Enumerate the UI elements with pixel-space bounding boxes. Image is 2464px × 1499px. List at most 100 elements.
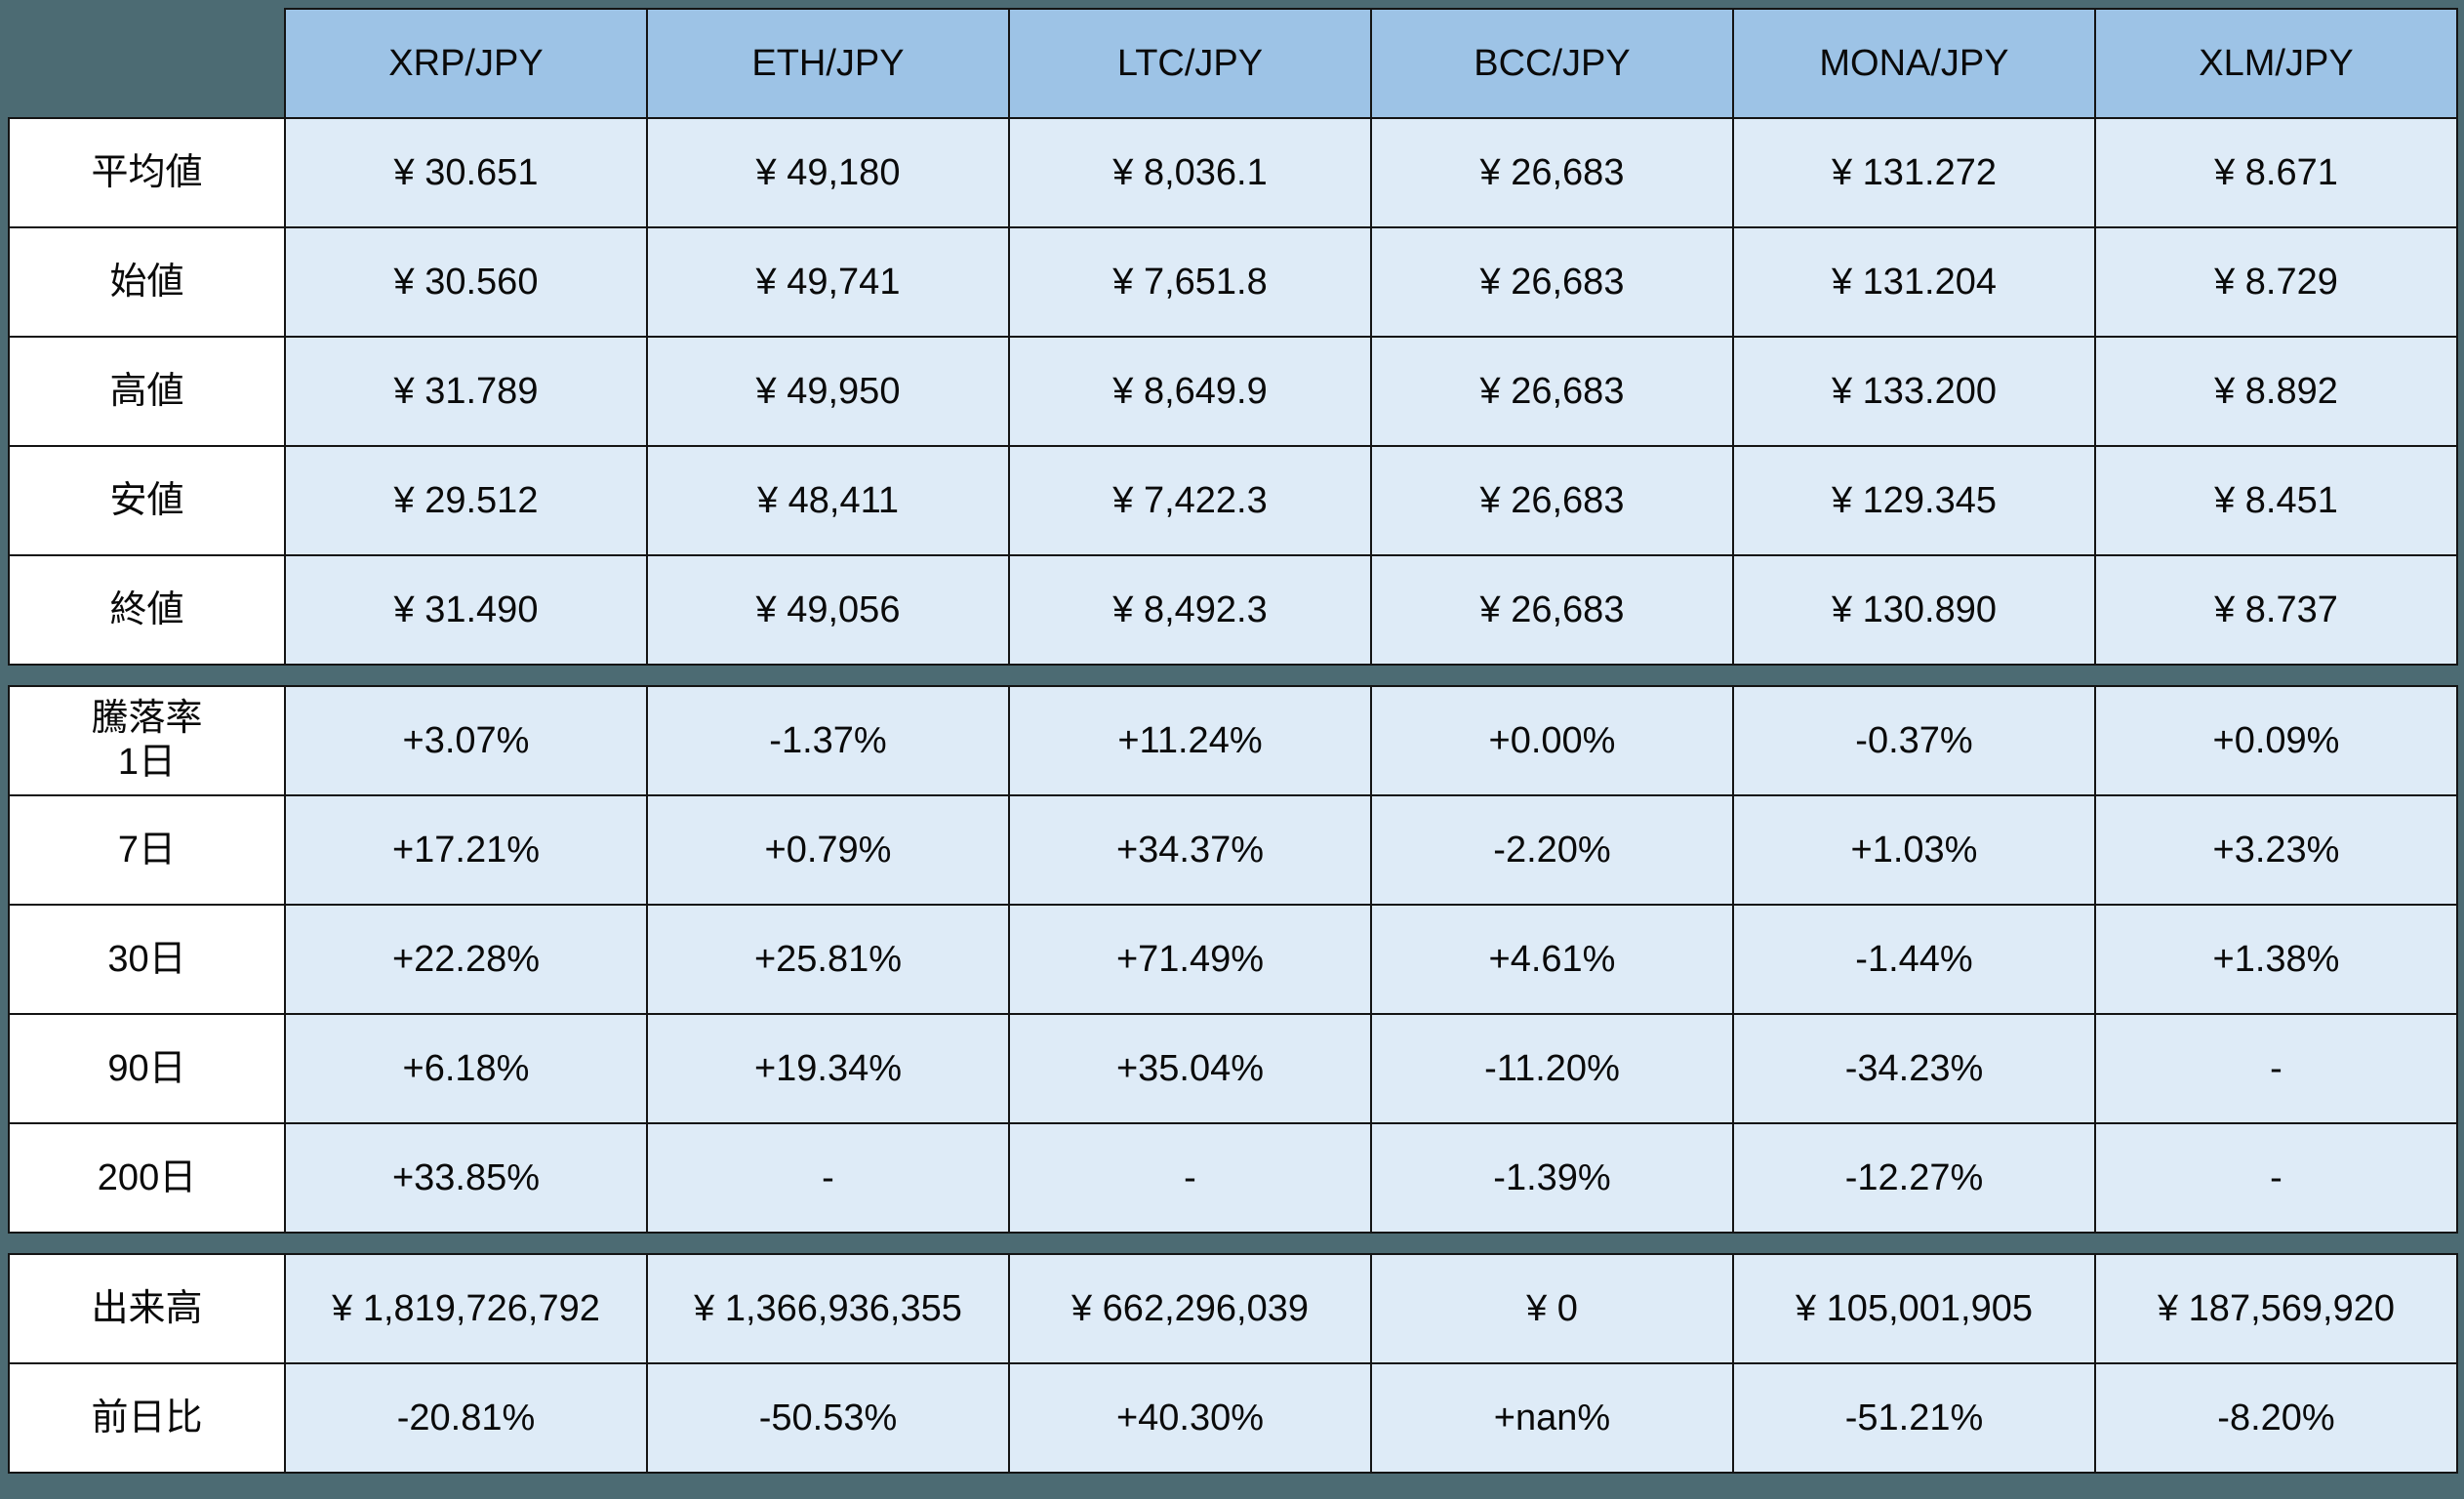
table-cell: +1.38%: [2094, 904, 2458, 1015]
column-header-bcc-jpy: BCC/JPY: [1370, 8, 1734, 119]
table-cell: ¥ 26,683: [1370, 117, 1734, 228]
row-label: 安値: [8, 445, 286, 556]
table-cell: ¥ 31.490: [284, 554, 648, 666]
table-cell: -20.81%: [284, 1362, 648, 1474]
crypto-price-table: XRP/JPY ETH/JPY LTC/JPY BCC/JPY MONA/JPY…: [8, 8, 2458, 1474]
table-cell: +19.34%: [646, 1013, 1010, 1124]
table-cell: ¥ 1,366,936,355: [646, 1253, 1010, 1364]
section-separator: [9, 1233, 2457, 1254]
table-cell: ¥ 187,569,920: [2094, 1253, 2458, 1364]
table-cell: +3.07%: [284, 685, 648, 796]
row-label: 高値: [8, 336, 286, 447]
table-cell: ¥ 31.789: [284, 336, 648, 447]
table-cell: +11.24%: [1008, 685, 1372, 796]
section-separator-band: [9, 665, 2457, 686]
table-cell: ¥ 1,819,726,792: [284, 1253, 648, 1364]
table-row: 30日 +22.28% +25.81% +71.49% +4.61% -1.44% +1.3…: [8, 904, 2458, 1015]
table-cell: +71.49%: [1008, 904, 1372, 1015]
row-label: 終値: [8, 554, 286, 666]
table-cell: ¥ 662,296,039: [1008, 1253, 1372, 1364]
table-cell: -1.39%: [1370, 1122, 1734, 1234]
table-cell: -34.23%: [1732, 1013, 2096, 1124]
table-cell: ¥ 8.737: [2094, 554, 2458, 666]
table-cell: +3.23%: [2094, 794, 2458, 906]
table-cell: ¥ 30.651: [284, 117, 648, 228]
column-header-ltc-jpy: LTC/JPY: [1008, 8, 1372, 119]
table-cell: ¥ 49,180: [646, 117, 1010, 228]
table-cell: -8.20%: [2094, 1362, 2458, 1474]
table-row: 7日 +17.21% +0.79% +34.37% -2.20% +1.03% +3.23%: [8, 794, 2458, 906]
table-cell: +35.04%: [1008, 1013, 1372, 1124]
table-cell: +33.85%: [284, 1122, 648, 1234]
table-cell: ¥ 7,651.8: [1008, 226, 1372, 338]
table-cell: ¥ 30.560: [284, 226, 648, 338]
table-cell: ¥ 26,683: [1370, 336, 1734, 447]
row-label: 出来高: [8, 1253, 286, 1364]
table-cell: ¥ 49,950: [646, 336, 1010, 447]
table-cell: ¥ 8,649.9: [1008, 336, 1372, 447]
table-cell: ¥ 26,683: [1370, 226, 1734, 338]
table-cell: ¥ 26,683: [1370, 445, 1734, 556]
corner-cell: [9, 9, 285, 118]
table-cell: ¥ 129.345: [1732, 445, 2096, 556]
table-cell: ¥ 8,492.3: [1008, 554, 1372, 666]
table-cell: +6.18%: [284, 1013, 648, 1124]
table-cell: ¥ 7,422.3: [1008, 445, 1372, 556]
table-row: 前日比 -20.81% -50.53% +40.30% +nan% -51.21% -8.2…: [8, 1362, 2458, 1474]
table-row: 90日 +6.18% +19.34% +35.04% -11.20% -34.23% -: [8, 1013, 2458, 1124]
table-cell: ¥ 131.272: [1732, 117, 2096, 228]
table-row: 安値 ¥ 29.512 ¥ 48,411 ¥ 7,422.3 ¥ 26,683 ¥ 129…: [8, 445, 2458, 556]
table-cell: ¥ 29.512: [284, 445, 648, 556]
table-cell: +25.81%: [646, 904, 1010, 1015]
row-label: 騰落率 1日: [8, 685, 286, 796]
table-cell: ¥ 8.729: [2094, 226, 2458, 338]
table-cell: ¥ 8.451: [2094, 445, 2458, 556]
row-label: 前日比: [8, 1362, 286, 1474]
table-cell: ¥ 131.204: [1732, 226, 2096, 338]
table-row: 200日 +33.85% - - -1.39% -12.27% -: [8, 1122, 2458, 1234]
table-row: 始値 ¥ 30.560 ¥ 49,741 ¥ 7,651.8 ¥ 26,683 ¥ 131…: [8, 226, 2458, 338]
table-cell: ¥ 8.671: [2094, 117, 2458, 228]
table-row: 出来高 ¥ 1,819,726,792 ¥ 1,366,936,355 ¥ 662,2…: [8, 1253, 2458, 1364]
table-cell: ¥ 49,741: [646, 226, 1010, 338]
column-header-xlm-jpy: XLM/JPY: [2094, 8, 2458, 119]
table-cell: +4.61%: [1370, 904, 1734, 1015]
table-cell: ¥ 133.200: [1732, 336, 2096, 447]
section-separator-band: [9, 1233, 2457, 1254]
table-cell: -0.37%: [1732, 685, 2096, 796]
table-body: 平均値 ¥ 30.651 ¥ 49,180 ¥ 8,036.1 ¥ 26,683 ¥ 13…: [8, 117, 2458, 1474]
row-label: 7日: [8, 794, 286, 906]
table-cell: ¥ 49,056: [646, 554, 1010, 666]
table-cell: -1.44%: [1732, 904, 2096, 1015]
table-cell: +22.28%: [284, 904, 648, 1015]
table-cell: -: [646, 1122, 1010, 1234]
table-cell: ¥ 8.892: [2094, 336, 2458, 447]
table-cell: +40.30%: [1008, 1362, 1372, 1474]
table-cell: -11.20%: [1370, 1013, 1734, 1124]
table-cell: -2.20%: [1370, 794, 1734, 906]
table-cell: +1.03%: [1732, 794, 2096, 906]
column-header-mona-jpy: MONA/JPY: [1732, 8, 2096, 119]
table-cell: -: [2094, 1013, 2458, 1124]
row-label: 90日: [8, 1013, 286, 1124]
table-row: 平均値 ¥ 30.651 ¥ 49,180 ¥ 8,036.1 ¥ 26,683 ¥ 13…: [8, 117, 2458, 228]
table-cell: -51.21%: [1732, 1362, 2096, 1474]
table-cell: ¥ 0: [1370, 1253, 1734, 1364]
table-cell: +34.37%: [1008, 794, 1372, 906]
table-cell: ¥ 26,683: [1370, 554, 1734, 666]
table-row: 高値 ¥ 31.789 ¥ 49,950 ¥ 8,649.9 ¥ 26,683 ¥ 133…: [8, 336, 2458, 447]
table-cell: +0.79%: [646, 794, 1010, 906]
table-cell: ¥ 105,001,905: [1732, 1253, 2096, 1364]
table-cell: +0.00%: [1370, 685, 1734, 796]
row-label: 平均値: [8, 117, 286, 228]
table-cell: +nan%: [1370, 1362, 1734, 1474]
table-row: 終値 ¥ 31.490 ¥ 49,056 ¥ 8,492.3 ¥ 26,683 ¥ 130…: [8, 554, 2458, 666]
column-header-xrp-jpy: XRP/JPY: [284, 8, 648, 119]
row-label: 始値: [8, 226, 286, 338]
table-cell: -: [2094, 1122, 2458, 1234]
section-separator: [9, 665, 2457, 686]
table-cell: -12.27%: [1732, 1122, 2096, 1234]
header-row: XRP/JPY ETH/JPY LTC/JPY BCC/JPY MONA/JPY…: [9, 8, 2458, 119]
table-cell: +17.21%: [284, 794, 648, 906]
table-cell: -1.37%: [646, 685, 1010, 796]
